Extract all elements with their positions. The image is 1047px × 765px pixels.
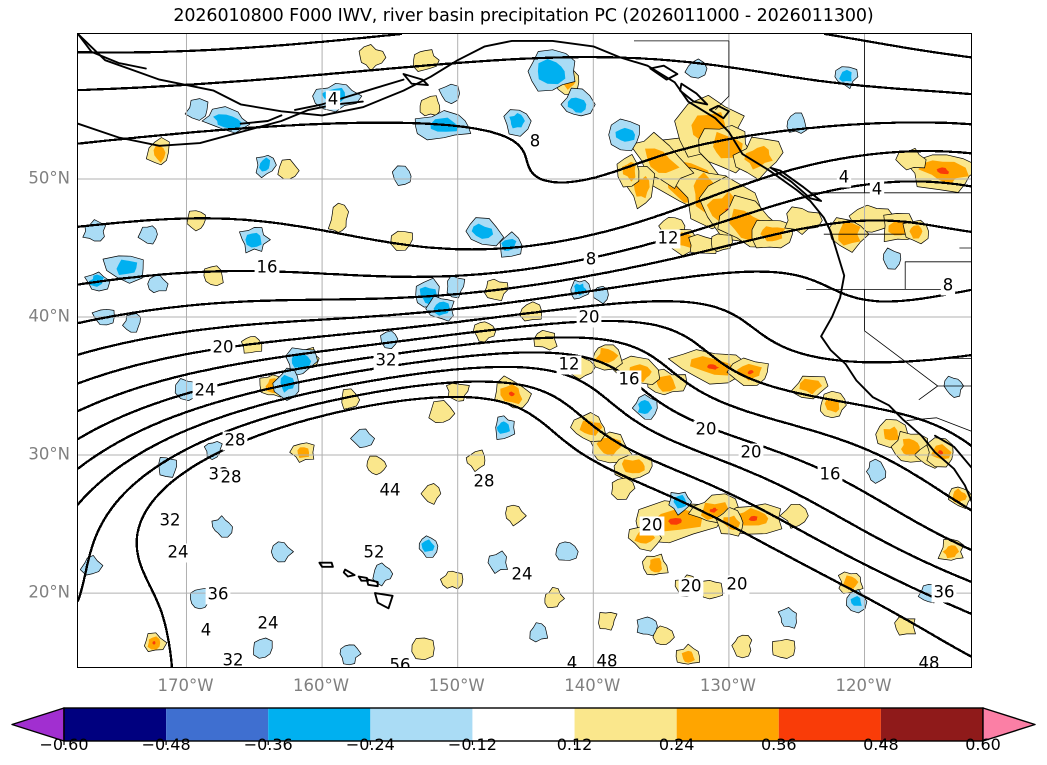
- svg-text:20: 20: [213, 338, 234, 357]
- contour-label: 8: [941, 276, 955, 296]
- contour-label: 16: [617, 370, 642, 390]
- svg-text:52: 52: [364, 543, 385, 562]
- svg-text:20: 20: [696, 420, 717, 439]
- svg-text:24: 24: [258, 614, 279, 633]
- contour-label: 48: [595, 652, 620, 669]
- svg-text:28: 28: [225, 431, 246, 450]
- latitude-tick-50N: 50°N: [0, 168, 70, 187]
- svg-text:4: 4: [328, 90, 339, 109]
- contour-label: 32: [221, 651, 246, 669]
- contour-label: 28: [223, 431, 248, 451]
- contour-label: 32: [374, 351, 399, 371]
- colorbar: [0, 700, 1047, 765]
- svg-text:32: 32: [223, 651, 244, 669]
- svg-text:20: 20: [727, 575, 748, 594]
- contour-label: 4: [870, 180, 884, 200]
- contour-label: 24: [256, 614, 281, 634]
- svg-text:20: 20: [741, 443, 762, 462]
- longitude-tick-120W: 120°W: [835, 676, 891, 695]
- contour-label: 20: [725, 575, 750, 595]
- latitude-tick-20N: 20°N: [0, 583, 70, 602]
- colorbar-tick-0: −0.60: [39, 735, 88, 754]
- longitude-tick-130W: 130°W: [700, 676, 756, 695]
- contour-label: 8: [584, 250, 598, 270]
- colorbar-tick-8: 0.48: [863, 735, 899, 754]
- svg-text:8: 8: [943, 276, 954, 295]
- contour-label: 20: [694, 420, 719, 440]
- colorbar-tick-1: −0.48: [142, 735, 191, 754]
- longitude-tick-160W: 160°W: [293, 676, 349, 695]
- colorbar-tick-3: −0.24: [346, 735, 395, 754]
- contour-label: 24: [166, 543, 191, 563]
- longitude-tick-150W: 150°W: [429, 676, 485, 695]
- longitude-tick-140W: 140°W: [564, 676, 620, 695]
- contour-label: 20: [211, 338, 236, 358]
- svg-text:16: 16: [257, 258, 278, 277]
- colorbar-tick-4: −0.12: [448, 735, 497, 754]
- svg-text:48: 48: [919, 654, 940, 669]
- colorbar-tick-6: 0.24: [659, 735, 695, 754]
- contour-label: 4: [837, 168, 851, 188]
- colorbar-tick-5: 0.12: [557, 735, 593, 754]
- contour-label: 44: [378, 481, 403, 501]
- svg-text:8: 8: [530, 132, 541, 151]
- colorbar-tick-7: 0.36: [761, 735, 797, 754]
- svg-text:28: 28: [221, 468, 242, 487]
- map-canvas: 4812816444842020812163224202028322828163…: [78, 34, 972, 668]
- contour-label: 12: [656, 229, 681, 249]
- svg-text:36: 36: [208, 585, 229, 604]
- svg-text:4: 4: [567, 654, 578, 669]
- svg-text:28: 28: [474, 472, 495, 491]
- svg-text:20: 20: [579, 308, 600, 327]
- contour-label: 20: [679, 577, 704, 597]
- colorbar-tick-2: −0.36: [244, 735, 293, 754]
- svg-text:24: 24: [168, 543, 189, 562]
- svg-text:12: 12: [658, 229, 679, 248]
- svg-text:16: 16: [619, 370, 640, 389]
- contour-label: 32: [158, 511, 183, 531]
- contour-label: 8: [528, 132, 542, 152]
- contour-label: 12: [557, 355, 582, 375]
- contour-label: 24: [510, 565, 535, 585]
- svg-text:20: 20: [681, 577, 702, 596]
- svg-text:12: 12: [559, 355, 580, 374]
- contour-label: 36: [932, 583, 957, 603]
- svg-text:16: 16: [820, 465, 841, 484]
- svg-text:8: 8: [586, 250, 597, 269]
- svg-text:24: 24: [512, 565, 533, 584]
- contour-label: 52: [362, 543, 387, 563]
- contour-label: 16: [818, 465, 843, 485]
- contour-label: 4: [199, 621, 213, 641]
- contour-label: 20: [577, 308, 602, 328]
- longitude-tick-170W: 170°W: [157, 676, 213, 695]
- contour-label: 36: [206, 585, 231, 605]
- contour-label: 16: [255, 258, 280, 278]
- svg-text:48: 48: [597, 652, 618, 669]
- contour-label: 48: [917, 654, 942, 669]
- svg-text:56: 56: [390, 656, 411, 669]
- contour-label: 24: [193, 381, 218, 401]
- contour-label: 28: [472, 472, 497, 492]
- contour-label: 20: [739, 443, 764, 463]
- svg-text:32: 32: [160, 511, 181, 530]
- map-plot-area: 4812816444842020812163224202028322828163…: [77, 33, 972, 668]
- svg-text:24: 24: [195, 381, 216, 400]
- latitude-tick-30N: 30°N: [0, 445, 70, 464]
- svg-text:36: 36: [934, 583, 955, 602]
- svg-text:44: 44: [380, 481, 401, 500]
- svg-text:4: 4: [839, 168, 850, 187]
- page-title: 2026010800 F000 IWV, river basin precipi…: [0, 6, 1047, 26]
- latitude-tick-40N: 40°N: [0, 306, 70, 325]
- svg-text:4: 4: [201, 621, 212, 640]
- svg-text:32: 32: [376, 351, 397, 370]
- contour-label: 20: [640, 516, 665, 536]
- contour-label: 4: [565, 654, 579, 669]
- contour-label: 28: [219, 468, 244, 488]
- colorbar-tick-9: 0.60: [965, 735, 1001, 754]
- contour-label: 4: [326, 90, 340, 110]
- contour-label: 56: [388, 656, 413, 669]
- svg-text:4: 4: [872, 180, 883, 199]
- svg-text:20: 20: [642, 516, 663, 535]
